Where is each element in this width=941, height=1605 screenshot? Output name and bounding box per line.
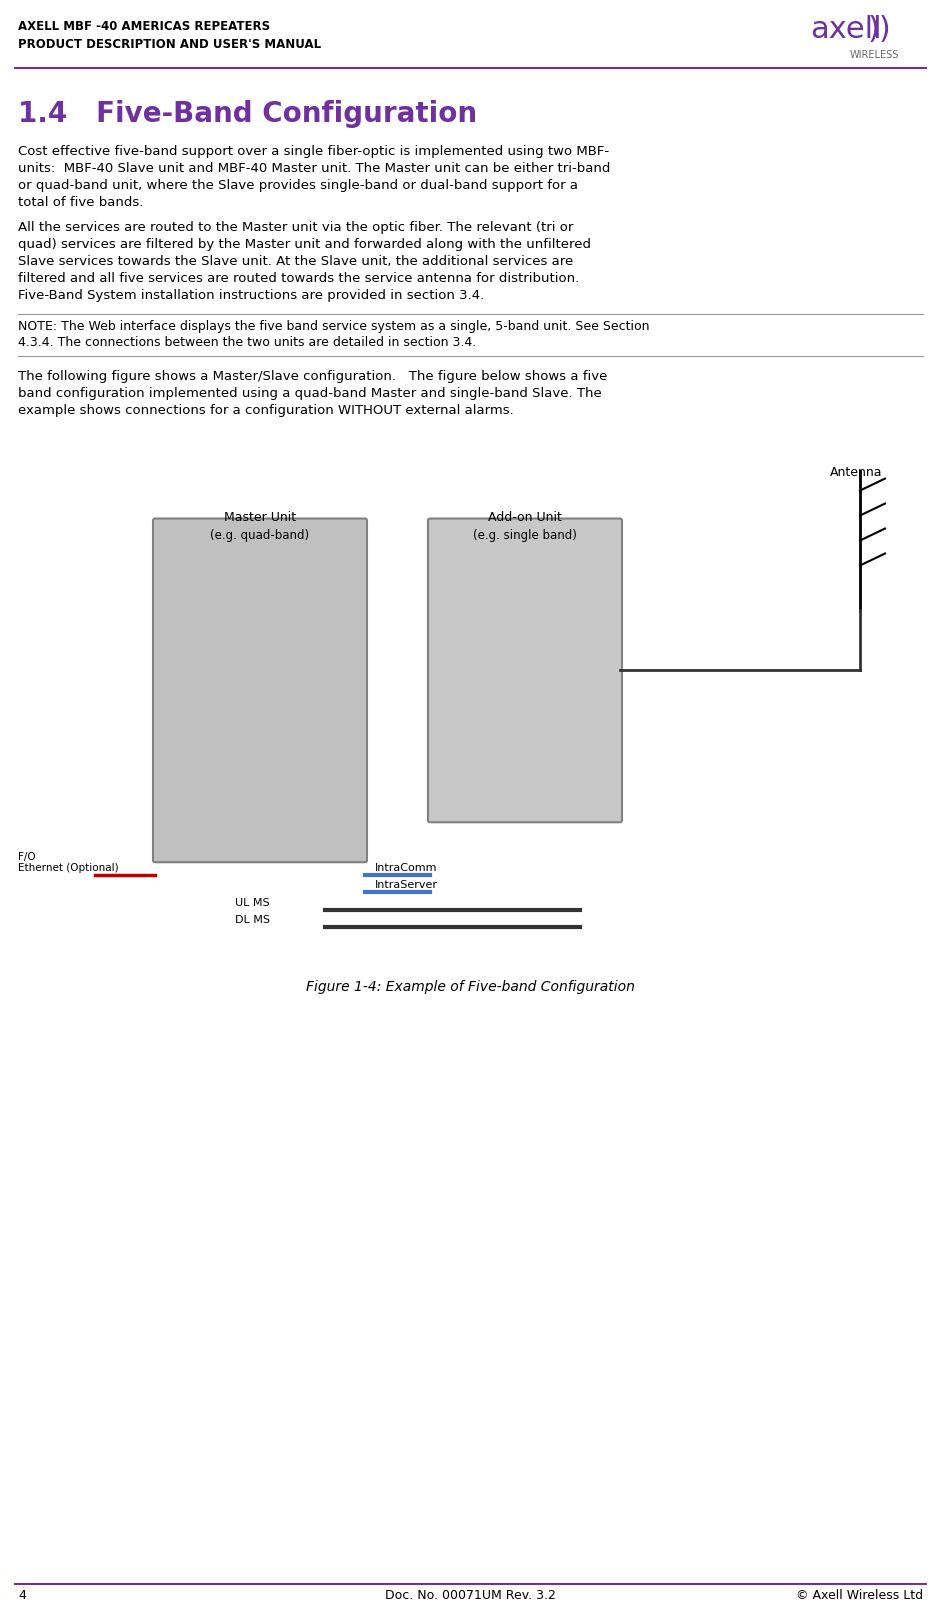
Text: IntraComm: IntraComm bbox=[375, 863, 438, 873]
Text: Cost effective five-band support over a single fiber-optic is implemented using : Cost effective five-band support over a … bbox=[18, 144, 609, 157]
Text: Slave services towards the Slave unit. At the Slave unit, the additional service: Slave services towards the Slave unit. A… bbox=[18, 255, 573, 268]
Text: filtered and all five services are routed towards the service antenna for distri: filtered and all five services are route… bbox=[18, 271, 580, 284]
Text: band configuration implemented using a quad-band Master and single-band Slave. T: band configuration implemented using a q… bbox=[18, 387, 601, 400]
Text: PRODUCT DESCRIPTION AND USER'S MANUAL: PRODUCT DESCRIPTION AND USER'S MANUAL bbox=[18, 39, 321, 51]
Text: 4: 4 bbox=[18, 1589, 25, 1602]
Text: AXELL MBF -40 AMERICAS REPEATERS: AXELL MBF -40 AMERICAS REPEATERS bbox=[18, 19, 270, 34]
Text: Doc. No. 00071UM Rev. 3.2: Doc. No. 00071UM Rev. 3.2 bbox=[385, 1589, 555, 1602]
Text: )): )) bbox=[868, 14, 892, 43]
Text: total of five bands.: total of five bands. bbox=[18, 196, 143, 209]
Text: Antenna: Antenna bbox=[830, 465, 883, 478]
Text: or quad-band unit, where the Slave provides single-band or dual-band support for: or quad-band unit, where the Slave provi… bbox=[18, 178, 578, 193]
Text: Master Unit: Master Unit bbox=[224, 510, 296, 523]
Text: F/O
Ethernet (Optional): F/O Ethernet (Optional) bbox=[18, 852, 119, 873]
Text: Figure 1-4: Example of Five-band Configuration: Figure 1-4: Example of Five-band Configu… bbox=[306, 981, 634, 993]
Text: axell: axell bbox=[810, 14, 882, 43]
Text: Add-on Unit: Add-on Unit bbox=[488, 510, 562, 523]
Text: example shows connections for a configuration WITHOUT external alarms.: example shows connections for a configur… bbox=[18, 403, 514, 417]
Text: IntraServer: IntraServer bbox=[375, 880, 438, 891]
Text: NOTE: The Web interface displays the five band service system as a single, 5-ban: NOTE: The Web interface displays the fiv… bbox=[18, 319, 649, 332]
Text: quad) services are filtered by the Master unit and forwarded along with the unfi: quad) services are filtered by the Maste… bbox=[18, 238, 591, 250]
Text: 4.3.4. The connections between the two units are detailed in section 3.4.: 4.3.4. The connections between the two u… bbox=[18, 335, 476, 348]
Text: DL MS: DL MS bbox=[235, 915, 270, 924]
Text: UL MS: UL MS bbox=[235, 899, 270, 908]
Text: 1.4   Five-Band Configuration: 1.4 Five-Band Configuration bbox=[18, 100, 477, 128]
Text: WIRELESS: WIRELESS bbox=[850, 50, 900, 59]
Text: units:  MBF-40 Slave unit and MBF-40 Master unit. The Master unit can be either : units: MBF-40 Slave unit and MBF-40 Mast… bbox=[18, 162, 611, 175]
Text: All the services are routed to the Master unit via the optic fiber. The relevant: All the services are routed to the Maste… bbox=[18, 221, 573, 234]
Text: Five-Band System installation instructions are provided in section 3.4.: Five-Band System installation instructio… bbox=[18, 289, 485, 302]
Text: (e.g. quad-band): (e.g. quad-band) bbox=[211, 528, 310, 541]
Text: (e.g. single band): (e.g. single band) bbox=[473, 528, 577, 541]
FancyBboxPatch shape bbox=[428, 518, 622, 822]
FancyBboxPatch shape bbox=[153, 518, 367, 862]
Text: The following figure shows a Master/Slave configuration.   The figure below show: The following figure shows a Master/Slav… bbox=[18, 369, 607, 382]
Text: © Axell Wireless Ltd: © Axell Wireless Ltd bbox=[796, 1589, 923, 1602]
